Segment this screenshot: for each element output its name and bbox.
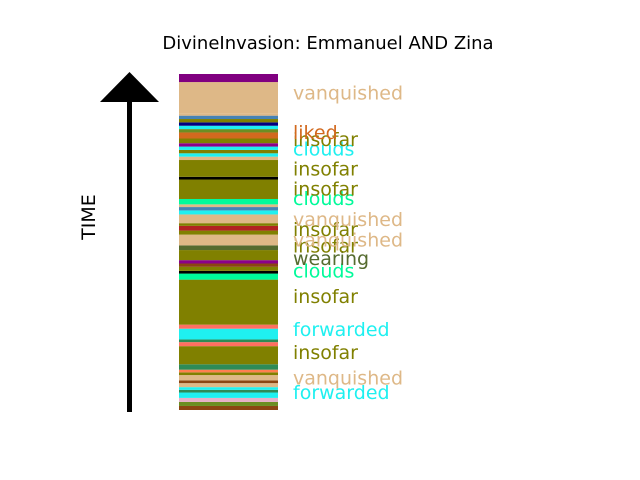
timeline-segment [179,180,278,199]
timeline-segment [179,157,278,160]
timeline-segment [179,274,278,280]
segment-labels: forwardedvanquishedinsofarforwardedinsof… [293,82,403,404]
timeline-segment [179,267,278,271]
timeline-segment [179,260,278,263]
timeline-segment [179,160,278,177]
segment-stack [179,74,278,410]
segment-label: insofar [293,158,358,180]
timeline-segment [179,235,278,246]
timeline-segment [179,280,278,325]
timeline-segment [179,387,278,390]
chart-title: DivineInvasion: Emmanuel AND Zina [162,33,493,54]
timeline-segment [179,153,278,156]
timeline-segment [179,402,278,406]
segment-label: insofar [293,286,358,308]
timeline-segment [179,223,278,226]
timeline-segment [179,147,278,150]
timeline-segment [179,370,278,373]
timeline-segment [179,398,278,402]
arrow-up-icon [100,72,159,102]
timeline-segment [179,143,278,146]
timeline-segment [179,150,278,153]
timeline-segment [179,406,278,410]
timeline-segment [179,329,278,340]
segment-label: insofar [293,179,358,201]
timeline-segment [179,346,278,364]
timeline-segment [179,383,278,387]
timeline-segment [179,372,278,375]
timeline-segment [179,119,278,122]
timeline-segment [179,177,278,180]
timeline-segment [179,204,278,207]
timeline-segment [179,245,278,250]
timeline-segment [179,231,278,235]
timeline-segment [179,375,278,380]
timeline-segment [179,339,278,342]
timeline-segment [179,132,278,138]
timeline-segment [179,342,278,346]
timeline-segment [179,250,278,260]
segment-label: insofar [293,342,358,364]
segment-label: liked [293,122,338,144]
timeline-segment [179,129,278,132]
timeline-segment [179,393,278,398]
timeline-segment [179,114,278,116]
segment-label: forwarded [293,319,390,341]
timeline-segment [179,364,278,369]
timeline-segment [179,214,278,223]
timeline-segment [179,264,278,267]
timeline-segment [179,390,278,393]
timeline-segment [179,271,278,274]
timeline-segment [179,126,278,129]
timeline-segment [179,325,278,329]
timeline-segment [179,226,278,231]
timeline-segment [179,82,278,114]
segment-label: vanquished [293,209,403,231]
timeline-segment [179,139,278,144]
y-axis-label: TIME [78,194,100,241]
timeline-segment [179,116,278,119]
segment-label: vanquished [293,82,403,104]
timeline-segment [179,210,278,214]
segment-label: vanquished [293,367,403,389]
timeline-segment [179,74,278,82]
timeline-segment [179,199,278,204]
timeline-segment [179,207,278,210]
timeline-segment [179,380,278,383]
time-axis: TIME [78,72,159,412]
timeline-segment [179,122,278,125]
